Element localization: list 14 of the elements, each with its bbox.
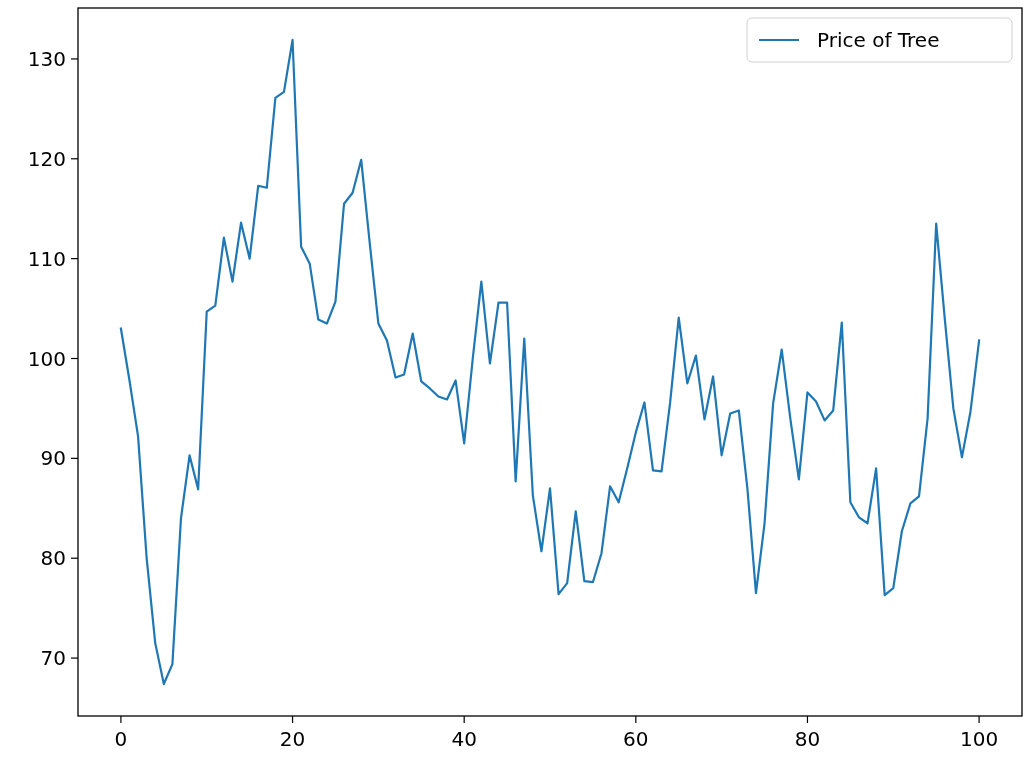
x-tick-label: 100 [960,727,999,751]
x-tick-label: 80 [794,727,821,751]
y-tick-label: 110 [27,246,66,271]
y-tick-label: 130 [27,46,66,71]
x-tick-label: 60 [623,727,649,751]
y-tick-label: 120 [27,146,66,171]
y-tick-label: 70 [40,646,66,671]
y-tick-label: 80 [40,546,66,571]
y-tick-label: 100 [27,346,66,371]
x-tick-label: 0 [114,727,128,751]
legend-label: Price of Tree [817,28,940,52]
y-tick-label: 90 [40,446,66,471]
x-tick-label: 20 [279,727,306,751]
x-tick-label: 40 [451,727,477,751]
